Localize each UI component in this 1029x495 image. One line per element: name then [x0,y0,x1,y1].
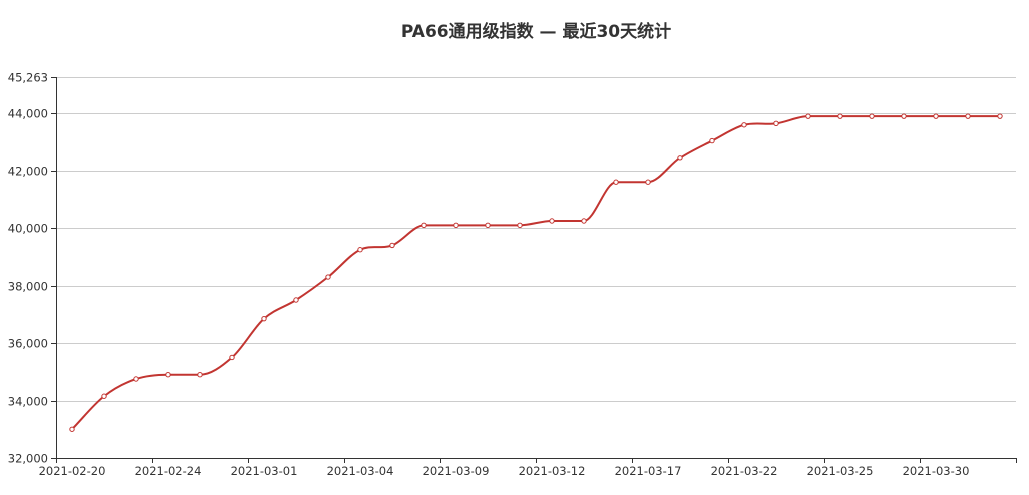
data-point [357,247,363,253]
y-tick-label: 36,000 [8,337,48,351]
data-point [421,222,427,229]
data-point [741,122,747,128]
data-point [709,137,715,144]
y-tick-label: 34,000 [8,395,48,409]
data-point [933,113,939,119]
data-point [197,371,203,378]
data-point [997,113,1003,119]
data-point [133,376,139,382]
y-tick-label: 44,000 [8,107,48,121]
data-point [869,113,875,119]
data-point [965,113,971,119]
data-point [901,113,907,119]
axes: 32,000 34,000 36,000 38,000 40,000 42,000 44,0… [8,71,1017,478]
x-tick-label: 2021-03-17 [615,464,682,478]
x-tick-label: 2021-03-12 [519,464,586,478]
data-point [453,222,459,229]
grid-lines [56,77,1016,402]
data-point [293,297,299,303]
x-tick-label: 2021-03-30 [903,464,970,478]
y-tick-label: 45,263 [8,71,48,85]
x-tick-label: 2021-03-22 [711,464,778,478]
data-point [549,218,555,224]
data-point [773,120,779,127]
series-line [71,115,1000,430]
data-point [261,315,267,322]
y-tick-label: 32,000 [8,452,48,466]
data-point [165,371,171,378]
y-tick-label: 42,000 [8,165,48,179]
data-point [837,113,843,119]
data-point [677,155,683,161]
data-point [805,113,811,119]
data-point [645,179,651,185]
data-point [229,354,235,361]
data-point [101,393,107,399]
y-tick-label: 40,000 [8,222,48,236]
x-tick-label: 2021-03-04 [327,464,394,478]
data-point [69,426,75,432]
data-point [325,274,331,280]
data-point [389,242,395,249]
data-point [613,179,619,185]
data-point [485,222,491,229]
x-tick-label: 2021-02-24 [135,464,202,478]
chart-title: PA66通用级指数 — 最近30天统计 [401,21,671,42]
x-tick-label: 2021-03-01 [231,464,298,478]
data-point [581,218,587,224]
x-tick-label: 2021-03-25 [807,464,874,478]
x-tick-label: 2021-03-09 [423,464,490,478]
series-layer [69,113,1003,432]
y-tick-label: 38,000 [8,280,48,294]
data-point [517,222,523,229]
x-tick-label: 2021-02-20 [39,464,106,478]
